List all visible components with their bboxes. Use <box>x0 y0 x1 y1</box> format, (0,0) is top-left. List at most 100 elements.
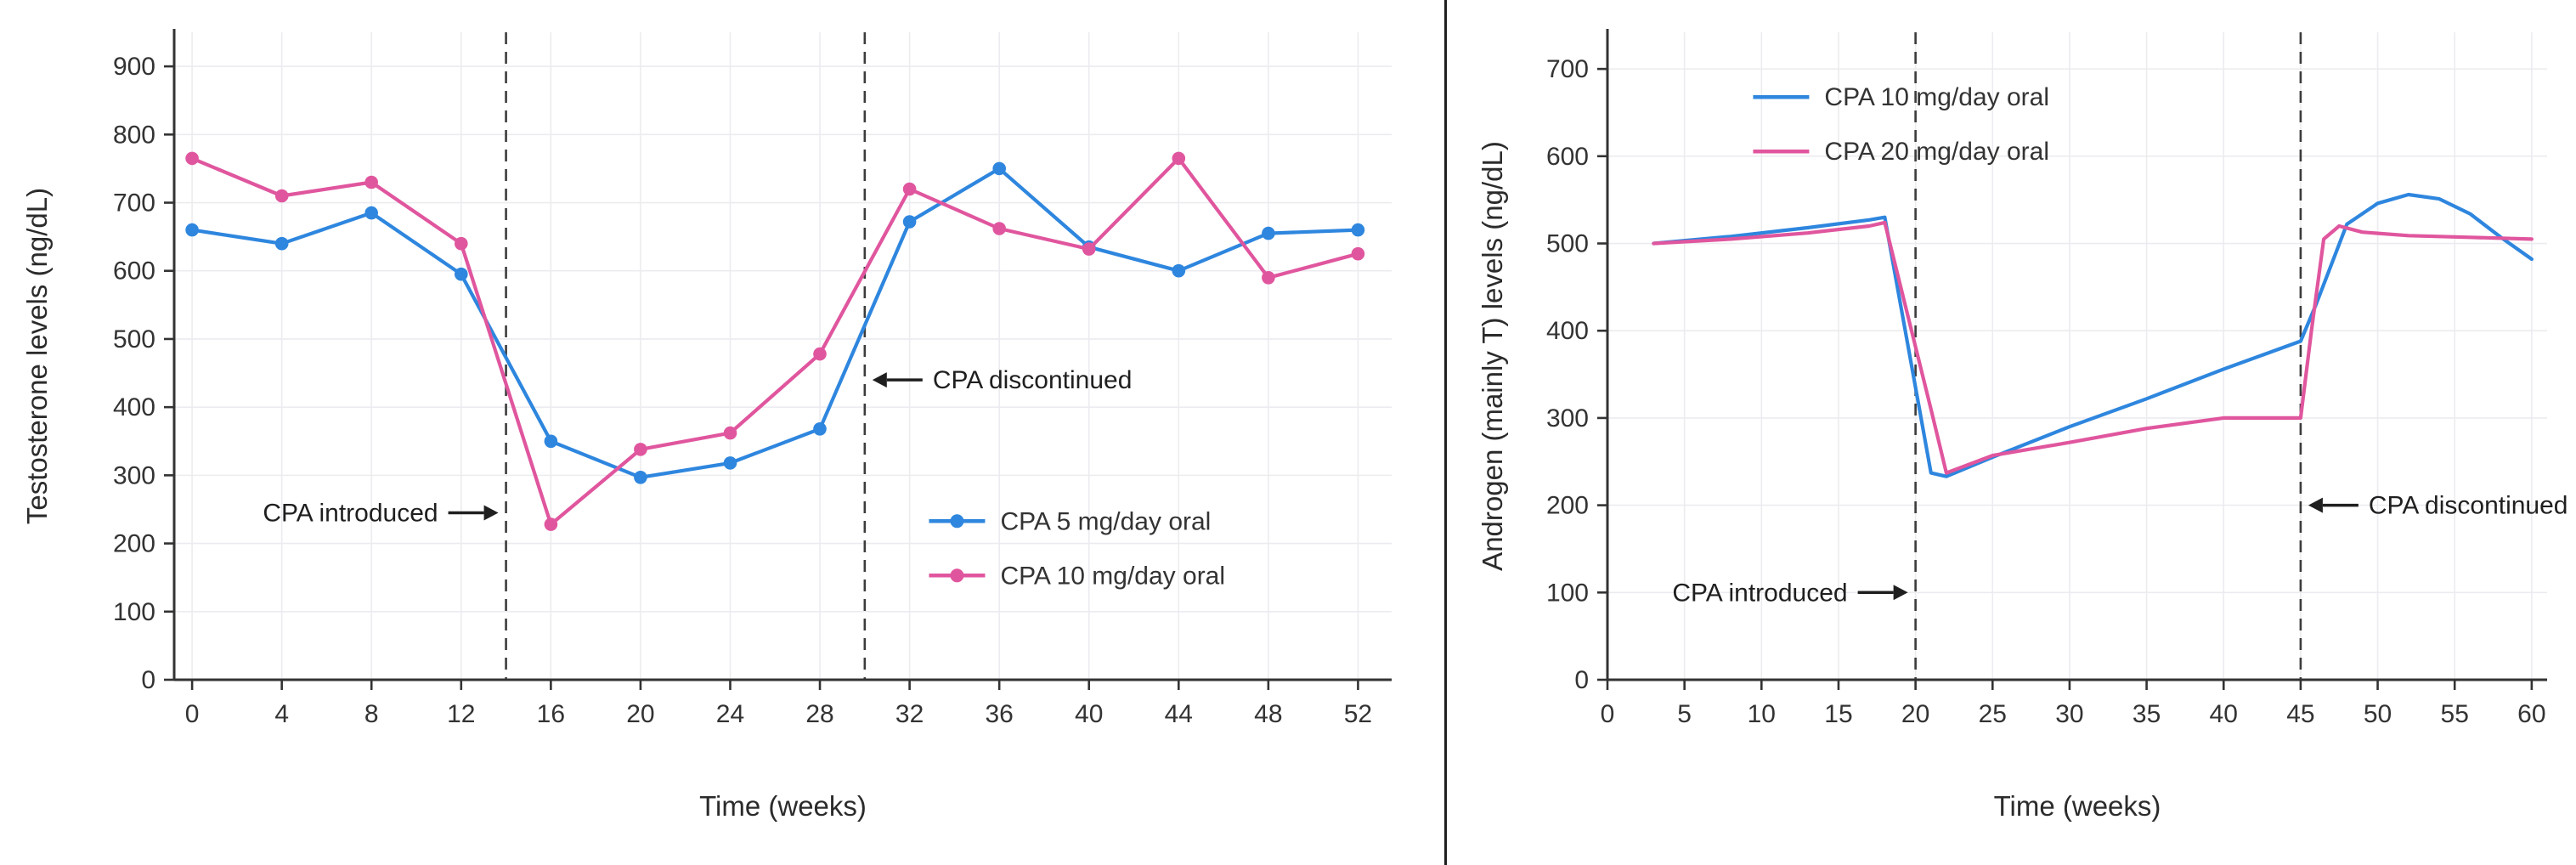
x-tick-label: 0 <box>1601 700 1615 728</box>
data-point-cpa-10-mg-day-oral <box>1172 151 1186 166</box>
data-point-cpa-10-mg-day-oral <box>544 517 558 531</box>
data-point-cpa-10-mg-day-oral <box>364 175 379 189</box>
annotation-text-cpa-discontinued: CPA discontinued <box>2369 492 2568 520</box>
series-line-cpa-5-mg-day-oral <box>190 167 1360 479</box>
y-tick-label: 100 <box>113 598 155 626</box>
legend-marker-cpa-10-mg-day-oral <box>950 568 964 583</box>
data-point-cpa-10-mg-day-oral <box>723 426 737 440</box>
y-tick-label: 500 <box>113 325 155 353</box>
x-tick-label: 8 <box>364 700 379 728</box>
series-line-cpa-10-mg-day-oral <box>1652 192 2534 478</box>
x-tick-label: 40 <box>2210 700 2238 728</box>
annotation-arrowhead <box>872 372 887 388</box>
data-point-cpa-10-mg-day-oral <box>1262 271 1275 285</box>
testosterone-chart: 0 4 8 12 16 20 24 28 32 36 40 44 48 52010020030040050… <box>21 29 1392 822</box>
data-point-cpa-5-mg-day-oral <box>185 223 199 237</box>
x-tick-label: 40 <box>1075 700 1103 728</box>
y-tick-label: 700 <box>1546 55 1589 83</box>
x-tick-label: 20 <box>1901 700 1929 728</box>
androgen-chart-panel: 0 5 10 15 20 25 30 35 40 45 50 55 60 0 100 200 300 400 500… <box>1449 0 2576 865</box>
data-point-cpa-5-mg-day-oral <box>723 456 737 470</box>
data-point-cpa-5-mg-day-oral <box>274 236 289 251</box>
y-tick-label: 900 <box>113 53 155 81</box>
data-point-cpa-5-mg-day-oral <box>1262 226 1275 240</box>
x-tick-label: 12 <box>447 700 475 728</box>
data-point-cpa-10-mg-day-oral <box>902 182 917 196</box>
y-tick-label: 600 <box>113 257 155 286</box>
annotation-arrowhead <box>2308 497 2323 513</box>
x-tick-label: 60 <box>2517 700 2545 728</box>
data-point-cpa-5-mg-day-oral <box>364 206 379 220</box>
data-point-cpa-5-mg-day-oral <box>902 215 917 229</box>
y-tick-label: 0 <box>1574 666 1589 694</box>
x-axis-label: Time (weeks) <box>1994 790 2161 822</box>
legend-label-cpa-10-mg-day-oral: CPA 10 mg/day oral <box>1824 83 2049 111</box>
y-tick-label: 0 <box>141 666 155 694</box>
series-line-cpa-10-mg-day-oral <box>190 156 1360 527</box>
data-point-cpa-5-mg-day-oral <box>1172 263 1186 278</box>
y-tick-label: 500 <box>1546 230 1589 258</box>
data-point-cpa-10-mg-day-oral <box>992 222 1006 235</box>
x-tick-label: 25 <box>1979 700 2007 728</box>
x-tick-label: 5 <box>1677 700 1692 728</box>
data-point-cpa-5-mg-day-oral <box>634 471 647 484</box>
data-point-cpa-10-mg-day-oral <box>455 236 468 251</box>
y-tick-label: 300 <box>1546 404 1589 432</box>
data-point-cpa-5-mg-day-oral <box>455 267 468 281</box>
x-tick-label: 48 <box>1254 700 1282 728</box>
data-point-cpa-5-mg-day-oral <box>992 161 1006 176</box>
y-tick-label: 100 <box>1546 579 1589 607</box>
data-point-cpa-10-mg-day-oral <box>185 151 199 166</box>
x-tick-label: 55 <box>2441 700 2469 728</box>
x-tick-label: 36 <box>985 700 1013 728</box>
y-tick-label: 400 <box>1546 317 1589 345</box>
y-tick-label: 600 <box>1546 143 1589 171</box>
x-tick-label: 28 <box>805 700 833 728</box>
x-tick-label: 52 <box>1344 700 1372 728</box>
x-tick-label: 15 <box>1824 700 1852 728</box>
x-tick-label: 4 <box>274 700 289 728</box>
x-tick-label: 24 <box>716 700 744 728</box>
y-tick-label: 300 <box>113 461 155 489</box>
data-point-cpa-10-mg-day-oral <box>1082 242 1096 256</box>
y-tick-label: 700 <box>113 189 155 218</box>
x-tick-label: 30 <box>2055 700 2083 728</box>
y-axis-label: Androgen (mainly T) levels (ng/dL) <box>1477 141 1508 571</box>
series-line-cpa-20-mg-day-oral <box>1652 220 2534 475</box>
panel-divider <box>1444 0 1447 865</box>
x-tick-label: 35 <box>2133 700 2161 728</box>
data-point-cpa-10-mg-day-oral <box>813 347 827 361</box>
y-tick-label: 200 <box>1546 492 1589 520</box>
y-axis-label: Testosterone levels (ng/dL) <box>21 188 53 524</box>
annotation-text-cpa-introduced: CPA introduced <box>1672 579 1847 607</box>
x-tick-label: 20 <box>626 700 654 728</box>
data-point-cpa-5-mg-day-oral <box>544 434 558 449</box>
x-tick-label: 0 <box>185 700 200 728</box>
legend-marker-cpa-5-mg-day-oral <box>950 514 964 529</box>
annotation-arrowhead <box>483 505 499 521</box>
x-tick-label: 50 <box>2364 700 2392 728</box>
x-tick-label: 16 <box>537 700 565 728</box>
data-point-cpa-10-mg-day-oral <box>274 189 289 203</box>
annotation-arrowhead <box>1893 585 1908 601</box>
androgen-chart: 0 5 10 15 20 25 30 35 40 45 50 55 600100200300400500… <box>1477 29 2568 822</box>
annotation-text-cpa-introduced: CPA introduced <box>263 499 438 527</box>
x-tick-label: 45 <box>2286 700 2314 728</box>
data-point-cpa-10-mg-day-oral <box>1351 246 1365 261</box>
x-tick-label: 10 <box>1748 700 1776 728</box>
x-tick-label: 44 <box>1165 700 1193 728</box>
legend-label-cpa-10-mg-day-oral: CPA 10 mg/day oral <box>1000 562 1225 590</box>
data-point-cpa-5-mg-day-oral <box>1351 223 1365 237</box>
y-tick-label: 800 <box>113 121 155 149</box>
testosterone-chart-panel: 0 4 8 12 16 20 24 28 32 36 40 44 48 52 0 100 200 300 400 50… <box>21 29 1392 822</box>
y-tick-label: 400 <box>113 393 155 421</box>
legend-label-cpa-5-mg-day-oral: CPA 5 mg/day oral <box>1000 507 1211 535</box>
x-tick-label: 32 <box>895 700 924 728</box>
annotation-text-cpa-discontinued: CPA discontinued <box>933 366 1133 394</box>
legend-label-cpa-20-mg-day-oral: CPA 20 mg/day oral <box>1824 138 2049 166</box>
y-tick-label: 200 <box>113 530 155 558</box>
x-axis-label: Time (weeks) <box>699 790 867 822</box>
data-point-cpa-10-mg-day-oral <box>634 443 647 456</box>
data-point-cpa-5-mg-day-oral <box>813 422 827 436</box>
